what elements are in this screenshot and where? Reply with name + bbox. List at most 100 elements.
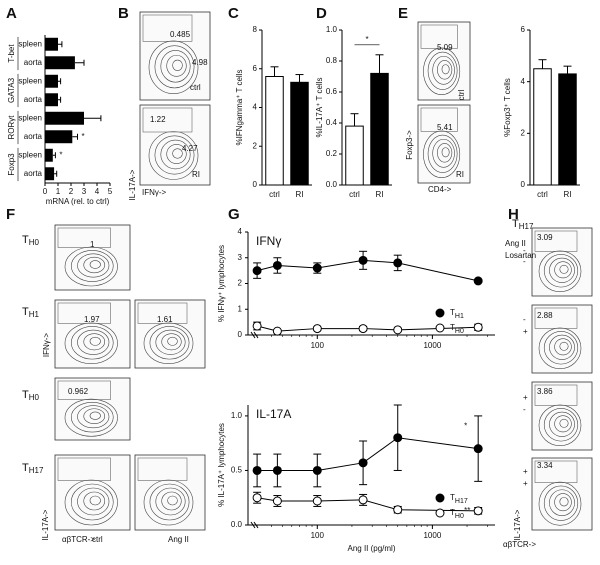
bar <box>45 56 75 70</box>
x-tick-label: ctrl <box>269 190 280 199</box>
x-tick-label: RI <box>376 190 384 199</box>
significance: * <box>464 422 467 431</box>
marker <box>358 458 368 468</box>
contour <box>148 40 199 95</box>
contour <box>549 334 575 360</box>
x-tick-label: 0 <box>43 187 48 196</box>
gate <box>420 24 458 49</box>
contour <box>427 51 458 90</box>
marker <box>312 263 322 273</box>
gate <box>57 457 111 481</box>
y-tick-label: 6 <box>521 25 526 34</box>
bar <box>45 111 84 125</box>
legend-label: TH17 <box>450 493 468 505</box>
legend-label: TH0 <box>450 508 464 520</box>
flow-label: - <box>523 315 526 324</box>
y-axis-label: %IL-17A⁺ T cells <box>315 78 324 138</box>
x-axis-label: Ang II (pg/ml) <box>347 544 395 553</box>
legend-label: TH1 <box>450 308 464 320</box>
contour <box>143 479 194 526</box>
contour <box>559 341 569 351</box>
category-label: aorta <box>24 95 43 104</box>
contour <box>64 322 118 364</box>
contour <box>172 148 183 159</box>
flow-label: RI <box>192 170 200 179</box>
contour <box>89 411 101 420</box>
contour <box>70 483 114 521</box>
flow-label: 5.09 <box>437 43 453 52</box>
contour <box>559 418 569 428</box>
flow-label: αβTCR-> <box>503 540 536 549</box>
y-tick-label: 0.5 <box>231 466 243 475</box>
y-tick-label: 0.4 <box>326 118 338 127</box>
marker <box>312 496 322 506</box>
cell-sub: H1 <box>29 310 40 319</box>
marker <box>252 465 262 475</box>
series-line <box>256 325 479 332</box>
contour <box>554 338 572 356</box>
flow-label: - <box>523 257 526 266</box>
y-tick-label: 0 <box>238 330 243 339</box>
contour <box>161 491 182 511</box>
marker <box>358 495 368 505</box>
contour <box>167 495 178 506</box>
series-line <box>257 497 479 512</box>
cell-sub: H17 <box>519 222 534 231</box>
cell-base: T <box>22 462 29 474</box>
contour <box>543 408 579 442</box>
y-tick-label: 4 <box>253 103 258 112</box>
contour <box>423 130 461 179</box>
marker <box>393 505 403 515</box>
axis-break <box>250 331 256 339</box>
flow-label: Foxp3-> <box>405 130 414 160</box>
x-tick-label: 100 <box>311 341 325 350</box>
cell-base: T <box>22 234 29 246</box>
contour <box>167 336 178 346</box>
flow-label: IFNγ-> <box>142 188 167 197</box>
category-label: spleen <box>18 113 42 122</box>
marker <box>252 493 262 503</box>
flow-plot <box>531 381 593 451</box>
legend-marker <box>435 508 445 518</box>
gate <box>534 460 578 483</box>
contour <box>70 250 114 282</box>
contour <box>543 331 579 365</box>
cell-label: TH0 <box>22 234 40 247</box>
gate <box>137 302 188 324</box>
flow-plot <box>531 457 593 531</box>
cell-label: TH1 <box>22 306 40 319</box>
bar <box>45 37 58 51</box>
flow-label: 2.88 <box>537 311 553 320</box>
flow-label: + <box>523 479 528 488</box>
gate <box>137 457 188 481</box>
contour <box>149 483 190 521</box>
cell-sub: H17 <box>29 466 44 475</box>
category-label: spleen <box>18 76 42 85</box>
y-tick-label: 0.8 <box>326 56 338 65</box>
contour <box>172 59 183 71</box>
flow-label: 5.41 <box>437 123 453 132</box>
bar <box>45 167 55 181</box>
gate <box>57 227 111 248</box>
gate <box>142 107 193 133</box>
contour <box>155 487 186 516</box>
y-tick-label: 1.0 <box>231 411 243 420</box>
contour <box>559 497 569 507</box>
marker <box>272 496 282 506</box>
flow-label: 0.485 <box>170 30 191 39</box>
contour <box>148 131 199 180</box>
panel-letter: G <box>228 206 240 223</box>
flow-plot <box>531 227 593 297</box>
significance: * <box>365 35 368 44</box>
cell-sub: H0 <box>29 238 40 247</box>
bar <box>45 148 53 162</box>
x-tick-label: 2 <box>69 187 74 196</box>
y-axis-label: % IFNγ⁺ lymphocytes <box>217 245 226 322</box>
contour <box>441 147 450 158</box>
flow-plot <box>417 21 471 101</box>
chart-title: IFNγ <box>256 234 281 248</box>
flow-label: 1 <box>90 240 95 249</box>
category-label: spleen <box>18 39 42 48</box>
flow-label: 1.97 <box>84 315 100 324</box>
